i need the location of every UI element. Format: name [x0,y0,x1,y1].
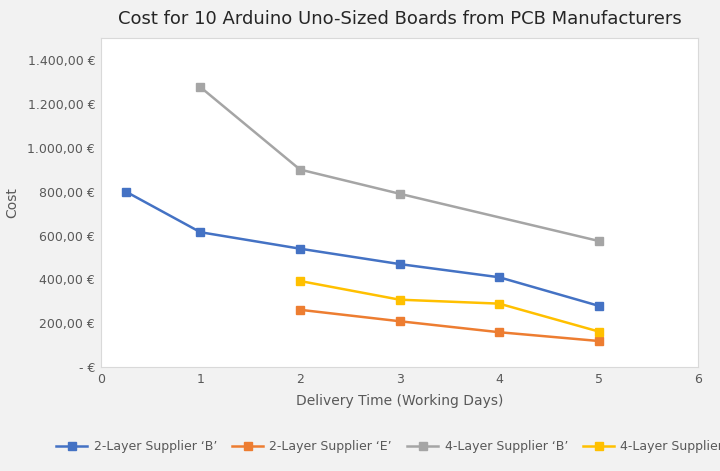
2-Layer Supplier ‘E’ [395,318,404,324]
2-Layer Supplier ‘B’ [495,275,503,280]
4-Layer Supplier ‘B’ [595,238,603,244]
2-Layer Supplier ‘E’ [495,329,503,335]
4-Layer Supplier ‘E’ [395,297,404,302]
4-Layer Supplier ‘E’ [595,329,603,334]
4-Layer Supplier ‘B’ [196,84,204,90]
Line: 4-Layer Supplier ‘E’: 4-Layer Supplier ‘E’ [296,277,603,336]
2-Layer Supplier ‘E’ [595,338,603,344]
2-Layer Supplier ‘B’ [595,303,603,309]
4-Layer Supplier ‘E’ [495,301,503,307]
4-Layer Supplier ‘B’ [395,191,404,196]
Y-axis label: Cost: Cost [5,187,19,218]
X-axis label: Delivery Time (Working Days): Delivery Time (Working Days) [296,394,503,408]
2-Layer Supplier ‘B’ [296,246,305,252]
Line: 2-Layer Supplier ‘E’: 2-Layer Supplier ‘E’ [296,306,603,345]
Title: Cost for 10 Arduino Uno-Sized Boards from PCB Manufacturers: Cost for 10 Arduino Uno-Sized Boards fro… [118,10,681,28]
2-Layer Supplier ‘B’ [122,189,130,195]
4-Layer Supplier ‘E’ [296,278,305,284]
2-Layer Supplier ‘B’ [395,261,404,267]
Line: 4-Layer Supplier ‘B’: 4-Layer Supplier ‘B’ [197,83,603,245]
2-Layer Supplier ‘E’ [296,307,305,313]
4-Layer Supplier ‘B’ [296,167,305,172]
Line: 2-Layer Supplier ‘B’: 2-Layer Supplier ‘B’ [122,187,603,310]
2-Layer Supplier ‘B’ [196,229,204,235]
Legend: 2-Layer Supplier ‘B’, 2-Layer Supplier ‘E’, 4-Layer Supplier ‘B’, 4-Layer Suppli: 2-Layer Supplier ‘B’, 2-Layer Supplier ‘… [56,440,720,454]
